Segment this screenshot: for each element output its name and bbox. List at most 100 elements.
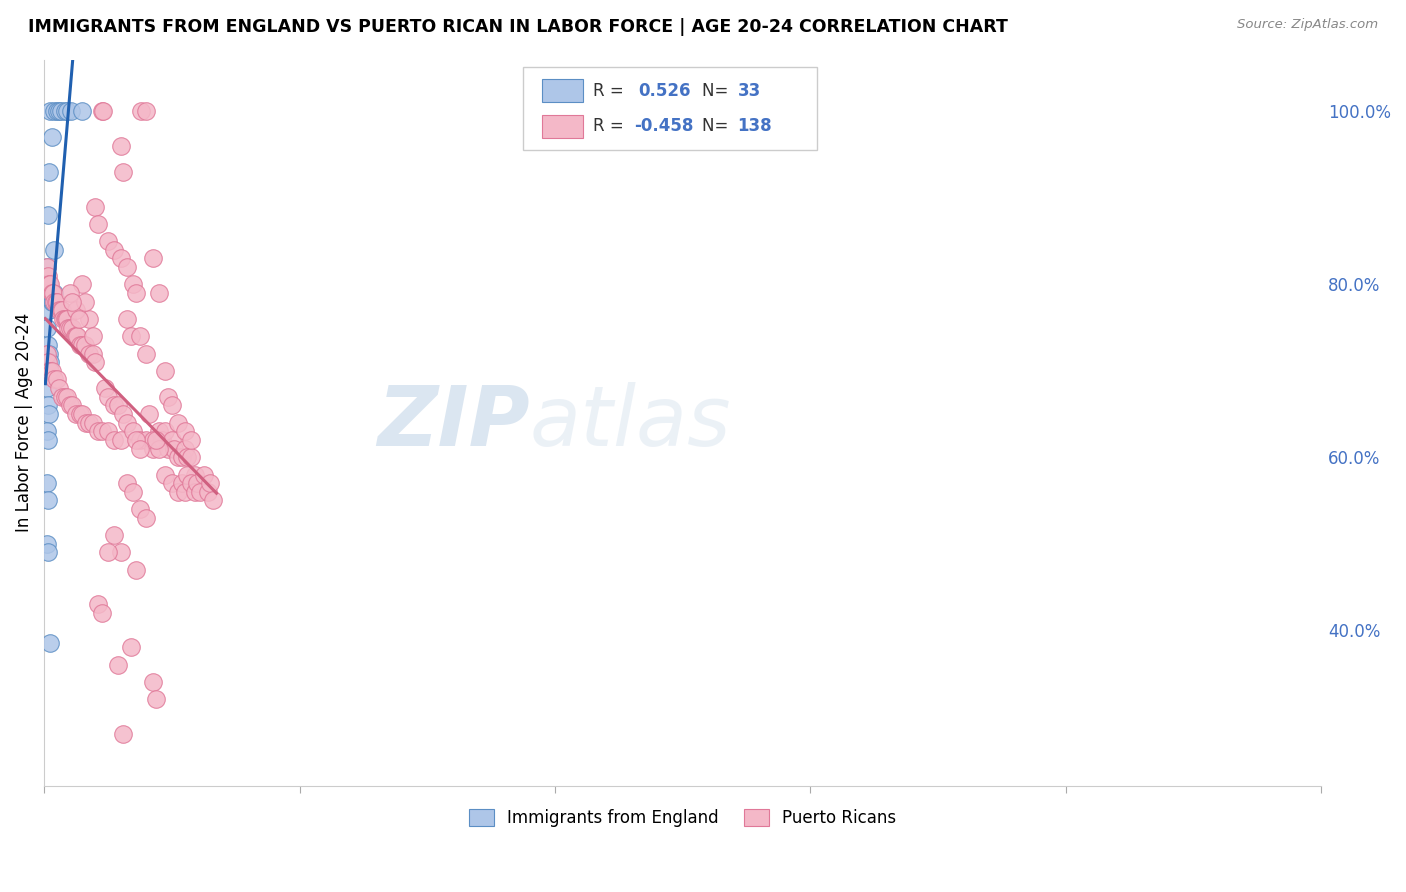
Point <box>41 294 63 309</box>
Point <box>148 442 170 456</box>
Point <box>53 390 76 404</box>
Point <box>198 476 221 491</box>
Point <box>55 312 77 326</box>
Point <box>120 640 142 655</box>
Point <box>38 346 60 360</box>
Point <box>60 320 83 334</box>
Point <box>87 597 110 611</box>
Point <box>129 104 152 119</box>
Point <box>125 285 148 300</box>
Point <box>128 502 150 516</box>
Point <box>173 425 195 439</box>
Point <box>48 104 70 119</box>
Point <box>53 312 76 326</box>
Point <box>42 285 65 300</box>
Point <box>103 528 125 542</box>
Point <box>128 442 150 456</box>
Point <box>58 320 80 334</box>
Point <box>112 407 135 421</box>
Point <box>72 104 94 119</box>
Point <box>115 312 138 326</box>
Point <box>37 493 59 508</box>
Point <box>35 260 58 274</box>
Point <box>155 425 177 439</box>
Point <box>59 398 82 412</box>
Point <box>135 104 157 119</box>
Point <box>122 484 145 499</box>
Point <box>167 450 190 465</box>
Point <box>188 484 211 499</box>
Point <box>148 285 170 300</box>
Point <box>37 277 59 292</box>
Point <box>72 407 94 421</box>
Point <box>39 355 62 369</box>
Point <box>155 467 177 482</box>
Point <box>59 320 82 334</box>
Point <box>180 450 202 465</box>
Point <box>35 320 58 334</box>
Point <box>44 285 66 300</box>
Point <box>41 130 63 145</box>
Point <box>39 636 62 650</box>
Point <box>112 727 135 741</box>
Point <box>56 312 79 326</box>
Point <box>160 398 183 412</box>
Point <box>37 208 59 222</box>
Point <box>150 433 173 447</box>
Point <box>112 165 135 179</box>
Y-axis label: In Labor Force | Age 20-24: In Labor Force | Age 20-24 <box>15 313 32 533</box>
Text: N=: N= <box>702 82 734 100</box>
Point <box>59 104 82 119</box>
Point <box>44 104 66 119</box>
Point <box>65 329 87 343</box>
Point <box>90 606 112 620</box>
Point <box>90 425 112 439</box>
Point <box>51 303 73 318</box>
Point <box>65 407 87 421</box>
Point <box>120 329 142 343</box>
Point <box>156 442 179 456</box>
Point <box>66 329 89 343</box>
Point <box>82 346 104 360</box>
Point <box>44 243 66 257</box>
Point <box>110 252 132 266</box>
Point <box>170 476 193 491</box>
Point <box>45 294 67 309</box>
Point <box>42 294 65 309</box>
Point <box>97 390 120 404</box>
Point <box>135 346 157 360</box>
Point <box>135 510 157 524</box>
Point <box>160 433 183 447</box>
FancyBboxPatch shape <box>543 79 583 103</box>
Point <box>87 217 110 231</box>
Point <box>186 476 208 491</box>
Point <box>35 381 58 395</box>
Point <box>167 416 190 430</box>
Point <box>77 312 100 326</box>
Point <box>48 381 70 395</box>
Point <box>160 476 183 491</box>
Text: atlas: atlas <box>529 382 731 463</box>
FancyBboxPatch shape <box>523 67 817 151</box>
Point <box>180 433 202 447</box>
Point <box>35 425 58 439</box>
Point <box>84 355 107 369</box>
Point <box>176 467 198 482</box>
Point <box>45 294 67 309</box>
Point <box>110 139 132 153</box>
Point <box>184 467 207 482</box>
Point <box>128 329 150 343</box>
Point <box>52 312 75 326</box>
Point <box>59 285 82 300</box>
Point <box>128 433 150 447</box>
Point <box>37 545 59 559</box>
Point <box>41 364 63 378</box>
Point <box>91 104 114 119</box>
Point <box>49 104 72 119</box>
Point <box>156 390 179 404</box>
Text: IMMIGRANTS FROM ENGLAND VS PUERTO RICAN IN LABOR FORCE | AGE 20-24 CORRELATION C: IMMIGRANTS FROM ENGLAND VS PUERTO RICAN … <box>28 18 1008 36</box>
Point <box>125 433 148 447</box>
Point <box>170 450 193 465</box>
Point <box>69 338 91 352</box>
Point <box>145 433 167 447</box>
